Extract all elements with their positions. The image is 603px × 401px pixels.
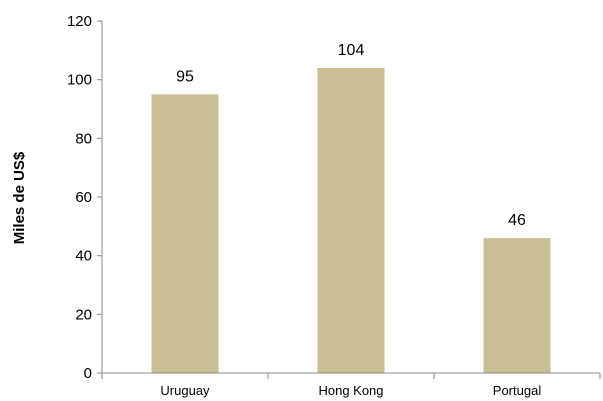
data-label: 104 <box>338 42 365 59</box>
data-label: 46 <box>508 212 526 229</box>
x-tick-label: Hong Kong <box>318 383 383 398</box>
x-tick-label: Uruguay <box>160 383 210 398</box>
y-axis-ticks: 0 20 40 60 80 100 120 <box>67 13 102 382</box>
y-tick-label: 80 <box>75 130 92 147</box>
y-tick-label: 120 <box>67 13 92 30</box>
y-tick-label: 100 <box>67 72 92 89</box>
y-tick-label: 0 <box>84 365 92 382</box>
y-tick-label: 60 <box>75 189 92 206</box>
axes <box>101 21 601 379</box>
bar-uruguay <box>151 94 219 373</box>
bar-hong-kong <box>317 67 385 373</box>
data-label: 95 <box>176 68 194 85</box>
x-axis-labels: Uruguay Hong Kong Portugal <box>160 383 541 398</box>
bar-portugal <box>483 238 551 373</box>
y-tick-label: 40 <box>75 248 92 265</box>
y-axis-title: Miles de US$ <box>11 151 28 244</box>
y-tick-label: 20 <box>75 306 92 323</box>
x-tick-label: Portugal <box>493 383 542 398</box>
bars-group: 95 104 46 <box>151 42 551 373</box>
